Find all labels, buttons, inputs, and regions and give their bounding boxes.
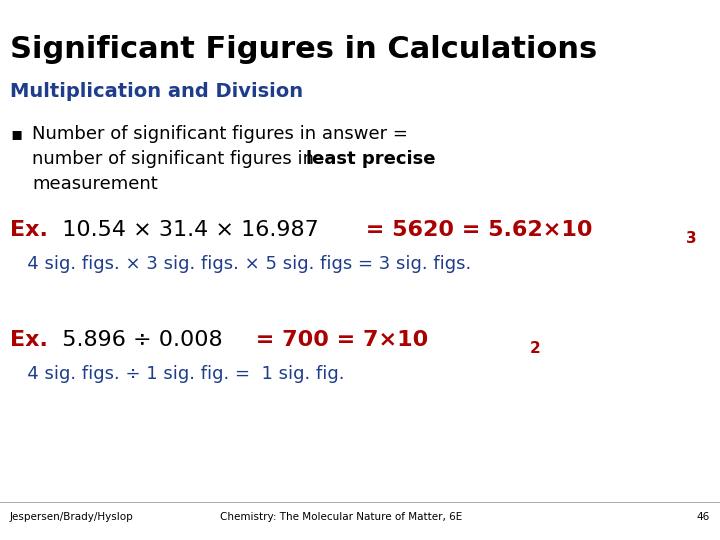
Text: Ex.: Ex. bbox=[10, 330, 48, 350]
Text: Significant Figures in Calculations: Significant Figures in Calculations bbox=[10, 35, 598, 64]
Text: Number of significant figures in answer =: Number of significant figures in answer … bbox=[32, 125, 408, 143]
Text: 5.896 ÷ 0.008: 5.896 ÷ 0.008 bbox=[48, 330, 237, 350]
Text: Ex.: Ex. bbox=[10, 220, 48, 240]
Text: Jespersen/Brady/Hyslop: Jespersen/Brady/Hyslop bbox=[10, 512, 134, 522]
Text: = 700 = 7×10: = 700 = 7×10 bbox=[248, 330, 428, 350]
Text: 46: 46 bbox=[697, 512, 710, 522]
Text: least precise: least precise bbox=[306, 150, 436, 168]
Text: 4 sig. figs. × 3 sig. figs. × 5 sig. figs = 3 sig. figs.: 4 sig. figs. × 3 sig. figs. × 5 sig. fig… bbox=[10, 255, 472, 273]
Text: = 5620 = 5.62×10: = 5620 = 5.62×10 bbox=[358, 220, 593, 240]
Text: 4 sig. figs. ÷ 1 sig. fig. =  1 sig. fig.: 4 sig. figs. ÷ 1 sig. fig. = 1 sig. fig. bbox=[10, 365, 344, 383]
Text: measurement: measurement bbox=[32, 175, 158, 193]
Text: Chemistry: The Molecular Nature of Matter, 6E: Chemistry: The Molecular Nature of Matte… bbox=[220, 512, 462, 522]
Text: ▪: ▪ bbox=[10, 125, 22, 143]
Text: 10.54 × 31.4 × 16.987: 10.54 × 31.4 × 16.987 bbox=[48, 220, 333, 240]
Text: number of significant figures in: number of significant figures in bbox=[32, 150, 320, 168]
Text: 2: 2 bbox=[530, 341, 541, 356]
Text: Multiplication and Division: Multiplication and Division bbox=[10, 82, 303, 101]
Text: 3: 3 bbox=[686, 231, 697, 246]
